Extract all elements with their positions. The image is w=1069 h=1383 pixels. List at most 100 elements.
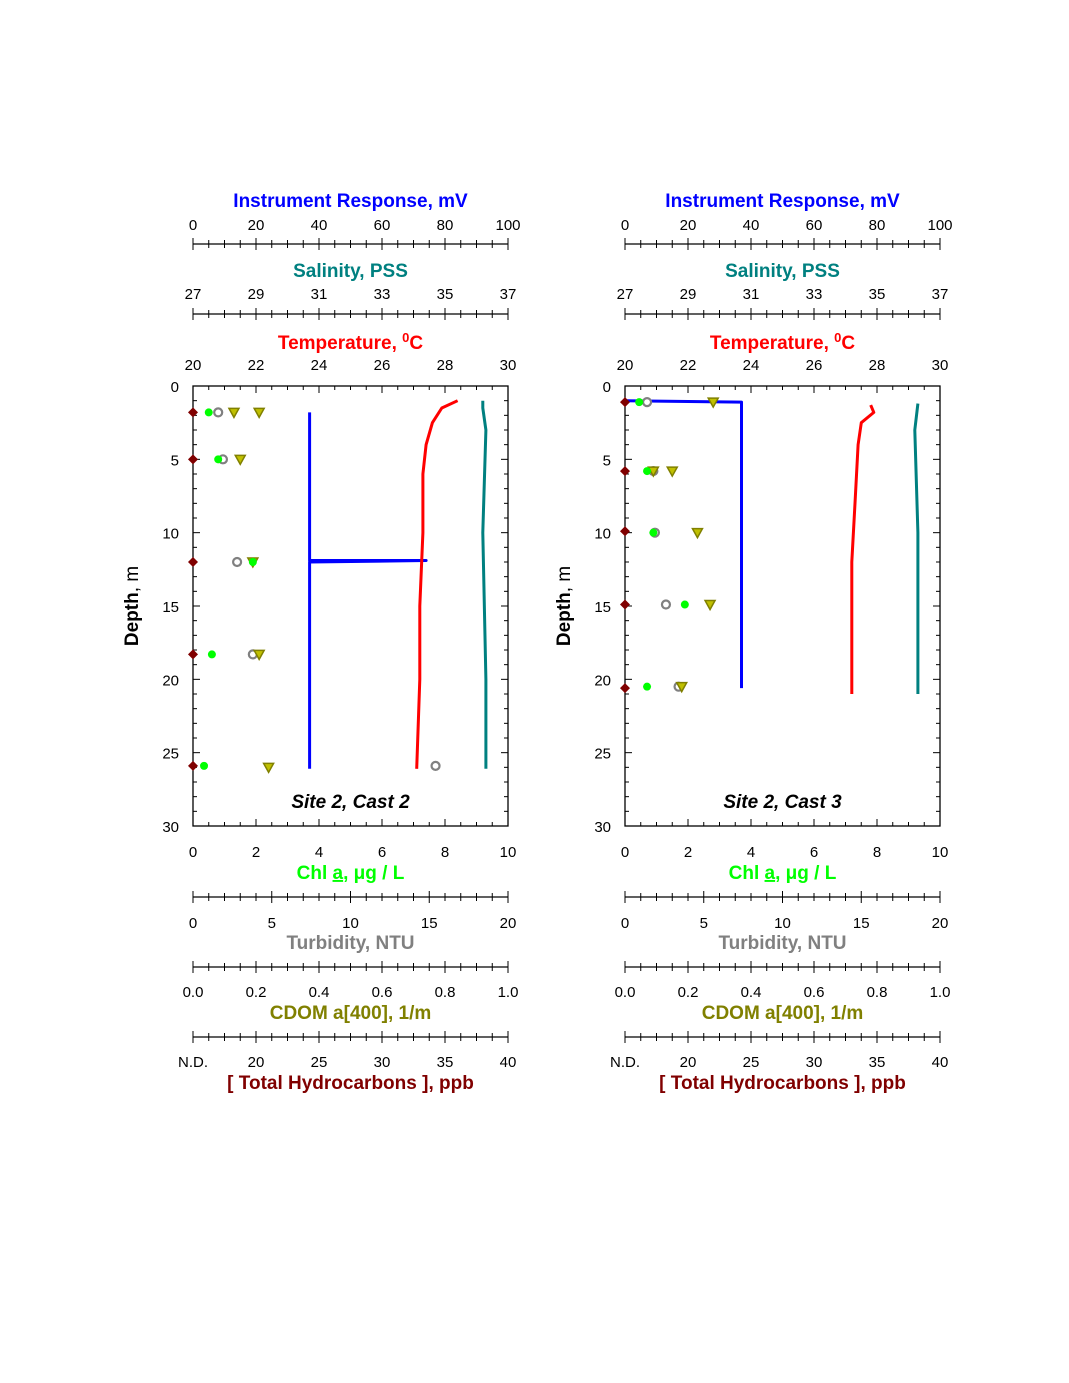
cdom-axis-title: CDOM a[400] (270, 1003, 388, 1024)
panel-title: Site 2, Cast 2 (291, 792, 410, 813)
salinity-axis-tick-label: 33 (374, 286, 391, 303)
temperature-axis-unit: C (841, 333, 855, 354)
chl-point (204, 408, 213, 417)
thc-axis-tick-label: N.D. (178, 1054, 208, 1071)
turbidity-axis-label: Turbidity, NTU (718, 933, 846, 954)
turbidity-axis-title: Turbidity (718, 933, 798, 954)
chl-tick-label: 6 (378, 844, 386, 861)
thc-axis-unit: , ppb (860, 1073, 905, 1094)
salinity-axis-label: Salinity, PSS (725, 261, 840, 282)
salinity-axis-unit: , PSS (359, 261, 408, 282)
plot-frame (624, 385, 941, 827)
depth-axis-label: Depth, m (122, 566, 143, 646)
temperature-tick-label: 20 (617, 357, 634, 374)
thc-point (620, 466, 630, 477)
temperature-tick-label: 26 (374, 357, 391, 374)
turbidity-axis-unit: , NTU (365, 933, 415, 954)
depth-tick-label: 0 (171, 379, 179, 396)
turbidity-axis-tick-label: 15 (853, 915, 870, 932)
salinity-axis-tick-label: 37 (500, 286, 517, 303)
cdom-point (675, 681, 688, 694)
depth-axis-unit: , m (122, 566, 143, 592)
cdom-point (252, 407, 266, 419)
salinity-axis-tick-label: 35 (869, 286, 886, 303)
thc-point (188, 649, 198, 660)
chl-tick-label: 2 (684, 844, 692, 861)
thc-point (188, 454, 198, 465)
chl-point (248, 558, 257, 566)
temperature-axis-sep: , (824, 333, 835, 354)
temperature-axis-label: Temperature, 0C (278, 330, 423, 355)
salinity-axis-tick-label: 35 (437, 286, 454, 303)
chl-axis-label: Chl a, μg / L (729, 863, 837, 884)
depth-tick-label: 30 (594, 819, 611, 836)
cdom-axis-tick-label: 0.6 (804, 984, 825, 1001)
instrument-profile-line (624, 399, 743, 689)
salinity-axis-title: Salinity (725, 261, 793, 282)
turbidity-point (660, 599, 672, 610)
temperature-tick-label: 22 (248, 357, 265, 374)
instrument-axis-tick-label: 80 (869, 217, 886, 234)
turbidity-axis-tick-label: 5 (700, 915, 708, 932)
instrument-axis-title: Instrument Response (665, 191, 859, 212)
chl-point (680, 600, 689, 609)
instrument-axis-tick-label: 0 (621, 217, 629, 234)
thc-point (620, 599, 630, 610)
temperature-tick-label: 20 (185, 357, 202, 374)
salinity-axis-tick-label: 29 (680, 286, 697, 303)
temperature-tick-label: 24 (311, 357, 328, 374)
chl-point (643, 682, 652, 691)
instrument-axis-unit: , mV (428, 191, 468, 212)
thc-point (188, 760, 198, 771)
temperature-axis-degree: 0 (402, 330, 409, 345)
thc-point (188, 407, 198, 418)
cdom-axis-tick-label: 0.8 (435, 984, 456, 1001)
depth-tick-label: 20 (594, 672, 611, 689)
cdom-axis-tick-label: 0.6 (372, 984, 393, 1001)
temperature-profile-line (850, 404, 876, 694)
instrument-axis-label: Instrument Response, mV (665, 191, 900, 212)
depth-axis-title: Depth (554, 592, 575, 646)
thc-axis-tick-label: 40 (500, 1054, 517, 1071)
temperature-tick-label: 30 (932, 357, 949, 374)
chl-point (207, 650, 216, 659)
thc-point (620, 397, 630, 408)
plot-frame (192, 385, 509, 827)
thc-point (188, 557, 198, 567)
temperature-tick-label: 28 (437, 357, 454, 374)
turbidity-axis-tick-label: 10 (774, 915, 791, 932)
chl-axis-label: Chl a, μg / L (297, 863, 405, 884)
salinity-axis-tick-label: 31 (311, 286, 328, 303)
cdom-axis-title: CDOM a[400] (702, 1003, 820, 1024)
chl-point (214, 455, 223, 464)
temperature-tick-label: 22 (680, 357, 697, 374)
temperature-axis-title: Temperature (278, 333, 392, 354)
salinity-axis-title: Salinity (293, 261, 361, 282)
thc-axis-tick-label: 35 (437, 1054, 454, 1071)
chl-tick-label: 8 (873, 844, 881, 861)
turbidity-axis-tick-label: 5 (268, 915, 276, 932)
cdom-point (665, 466, 679, 478)
salinity-profile-line (481, 400, 488, 769)
temperature-axis-sep: , (392, 333, 403, 354)
cdom-axis-unit: , 1/m (388, 1003, 431, 1024)
turbidity-axis-tick-label: 15 (421, 915, 438, 932)
depth-axis-label: Depth, m (554, 566, 575, 646)
cdom-axis-label: CDOM a[400], 1/m (270, 1003, 432, 1024)
temperature-tick-label: 30 (500, 357, 517, 374)
cdom-point (703, 599, 717, 612)
thc-point (620, 683, 630, 694)
thc-axis-title: [ Total Hydrocarbons ] (659, 1073, 860, 1094)
chl-tick-label: 4 (315, 844, 323, 861)
chl-point (200, 761, 209, 770)
chl-axis-a: a (765, 863, 776, 884)
depth-tick-label: 15 (594, 599, 611, 616)
thc-axis-tick-label: 25 (311, 1054, 328, 1071)
salinity-axis-tick-label: 37 (932, 286, 949, 303)
depth-tick-label: 5 (171, 452, 179, 469)
cdom-axis-tick-label: 0.4 (741, 984, 762, 1001)
panel-title: Site 2, Cast 3 (723, 792, 842, 813)
salinity-axis-tick-label: 27 (617, 286, 634, 303)
cdom-axis-tick-label: 0.4 (309, 984, 330, 1001)
temperature-tick-label: 26 (806, 357, 823, 374)
